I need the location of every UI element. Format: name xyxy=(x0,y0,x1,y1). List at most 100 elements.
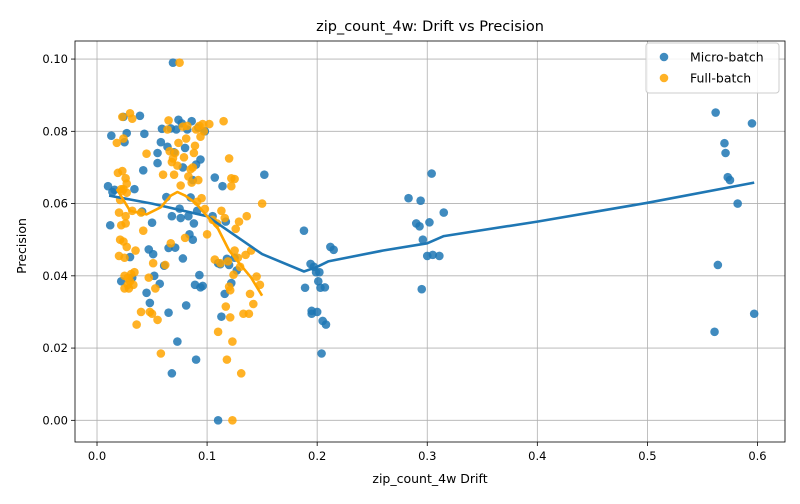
data-point xyxy=(156,137,166,147)
data-point xyxy=(404,193,413,203)
data-point xyxy=(425,218,434,227)
data-point xyxy=(114,208,124,217)
data-point xyxy=(222,355,232,364)
data-point xyxy=(156,349,166,358)
data-point xyxy=(725,175,735,185)
data-point xyxy=(217,312,226,321)
data-point xyxy=(138,226,148,235)
data-point xyxy=(178,254,188,263)
data-point xyxy=(130,184,139,194)
data-point xyxy=(236,369,246,378)
data-point xyxy=(131,246,140,255)
data-point xyxy=(196,155,205,164)
data-point xyxy=(249,299,258,309)
data-point xyxy=(198,281,207,291)
data-point xyxy=(122,179,132,188)
data-point xyxy=(218,181,227,191)
data-point xyxy=(166,239,176,248)
data-point xyxy=(321,320,331,329)
data-point xyxy=(228,416,237,425)
data-point xyxy=(138,166,148,175)
x-tick-label: 0.3 xyxy=(418,449,436,463)
data-point xyxy=(299,226,309,235)
data-point xyxy=(180,233,190,243)
data-point xyxy=(182,121,192,131)
data-point xyxy=(180,143,190,153)
data-point xyxy=(252,272,261,281)
data-point xyxy=(229,270,238,280)
data-point xyxy=(105,220,115,230)
data-point xyxy=(112,138,122,148)
y-tick-label: 0.10 xyxy=(42,52,68,66)
data-point xyxy=(190,141,200,151)
data-point xyxy=(417,284,427,294)
series-1-points xyxy=(112,58,267,425)
data-point xyxy=(142,149,151,159)
data-point xyxy=(225,313,235,322)
axes: 0.0 0.1 0.2 0.3 0.4 0.5 0.6 0.00 0.02 0.04 0.06 0.0… xyxy=(42,40,786,463)
x-tick-label: 0.4 xyxy=(528,449,546,463)
data-point xyxy=(188,163,198,172)
data-point xyxy=(415,222,424,231)
data-point xyxy=(164,308,173,317)
data-point xyxy=(179,153,189,162)
data-point xyxy=(173,161,182,170)
data-point xyxy=(711,108,720,117)
data-point xyxy=(749,309,759,319)
data-point xyxy=(733,199,742,208)
data-point xyxy=(228,337,237,346)
y-axis-label: Precision xyxy=(14,218,29,274)
data-point xyxy=(199,127,209,136)
data-point xyxy=(187,178,196,187)
data-point xyxy=(197,193,206,203)
data-point xyxy=(135,111,145,121)
data-point xyxy=(244,309,254,319)
data-point xyxy=(144,273,154,282)
data-point xyxy=(329,245,338,255)
data-point xyxy=(224,154,234,163)
data-point xyxy=(167,211,177,221)
data-point xyxy=(167,369,177,378)
data-point xyxy=(140,129,149,139)
data-point xyxy=(710,327,719,337)
data-point xyxy=(130,267,139,277)
data-point xyxy=(227,181,236,191)
data-point xyxy=(300,283,310,293)
trend-lines xyxy=(108,181,755,297)
data-point xyxy=(416,196,425,205)
data-point xyxy=(147,218,157,228)
data-point xyxy=(213,416,223,425)
data-point xyxy=(315,267,324,277)
data-point xyxy=(219,116,228,126)
data-point xyxy=(193,175,203,185)
data-point xyxy=(107,131,116,140)
data-point xyxy=(217,206,226,216)
data-point xyxy=(191,355,201,364)
data-point xyxy=(153,148,162,158)
data-point xyxy=(204,119,214,129)
data-point xyxy=(439,208,449,217)
data-point xyxy=(132,320,141,329)
data-point xyxy=(148,249,158,259)
data-point xyxy=(136,307,146,317)
legend-marker xyxy=(659,73,669,83)
data-point xyxy=(210,173,220,182)
data-point xyxy=(119,134,128,143)
data-point xyxy=(189,148,199,158)
data-point xyxy=(220,213,230,223)
data-point xyxy=(169,170,179,179)
data-point xyxy=(168,58,178,67)
legend-box xyxy=(645,42,780,94)
data-point xyxy=(142,288,151,298)
data-point xyxy=(189,219,199,228)
data-point xyxy=(231,224,241,234)
data-point xyxy=(181,134,191,143)
data-point xyxy=(747,119,757,128)
data-point xyxy=(153,315,162,325)
data-point xyxy=(242,211,252,221)
data-point xyxy=(188,235,198,244)
x-tick-label: 0.0 xyxy=(88,449,106,463)
data-point xyxy=(721,148,730,158)
